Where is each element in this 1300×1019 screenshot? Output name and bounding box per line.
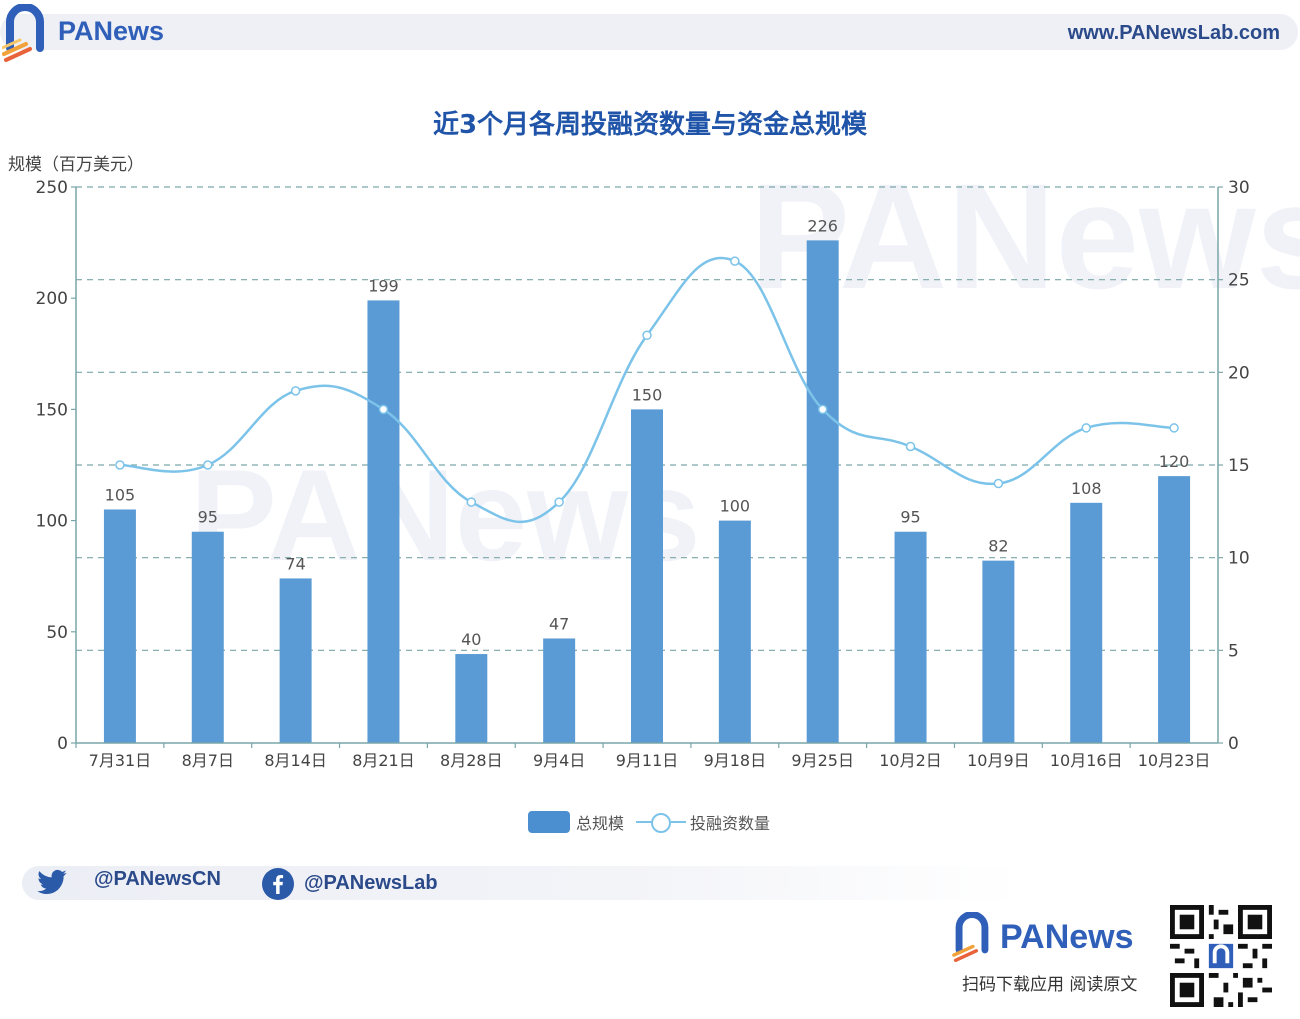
x-tick-label: 8月7日 (182, 751, 234, 770)
bar-value-label: 82 (988, 537, 1008, 556)
bar[interactable] (191, 531, 224, 743)
line-point[interactable] (730, 256, 740, 266)
y2-tick-label: 5 (1228, 641, 1239, 661)
line-point[interactable] (817, 404, 828, 415)
y-tick-label: 0 (57, 734, 68, 754)
line-point[interactable] (378, 404, 389, 415)
y-tick-label: 50 (46, 623, 68, 643)
bar[interactable] (279, 578, 312, 743)
legend-bar-swatch[interactable] (528, 811, 570, 833)
bar-value-label: 95 (900, 508, 920, 527)
line-point[interactable] (466, 497, 477, 507)
bar-value-label: 100 (720, 497, 751, 516)
line-point[interactable] (554, 497, 564, 507)
bar-value-label: 150 (632, 385, 663, 404)
bar-value-label: 108 (1071, 479, 1102, 498)
bar-value-label: 226 (807, 216, 838, 235)
bar-value-label: 120 (1159, 452, 1190, 471)
x-tick-label: 9月18日 (704, 751, 767, 770)
x-tick-label: 8月28日 (440, 751, 503, 770)
x-tick-label: 10月23日 (1138, 751, 1211, 770)
chart-title: 近3个月各周投融资数量与资金总规模 (432, 110, 868, 140)
x-tick-label: 10月9日 (967, 751, 1030, 770)
x-tick-label: 9月11日 (616, 751, 679, 770)
panews-logo-icon (952, 912, 989, 962)
bar[interactable] (631, 409, 663, 743)
line-point[interactable] (993, 478, 1004, 489)
legend-line-swatch[interactable] (636, 811, 687, 833)
x-tick-label: 9月25日 (791, 751, 854, 770)
site-url-link[interactable]: www.PANewsLab.com (1067, 22, 1280, 44)
line-point[interactable] (1169, 423, 1179, 433)
y2-tick-label: 10 (1228, 549, 1250, 569)
y-tick-label: 100 (36, 512, 68, 532)
facebook-icon[interactable] (262, 868, 294, 900)
qr-code-icon[interactable] (1170, 905, 1272, 1007)
header-brand: PANews (58, 16, 165, 46)
y-tick-label: 250 (36, 178, 68, 198)
bar-value-label: 47 (549, 614, 569, 633)
x-tick-label: 8月21日 (352, 751, 415, 770)
footer-brand: PANews (1000, 918, 1134, 956)
chart-legend: 总规模 投融资数量 (528, 810, 782, 834)
footer-caption: 扫码下载应用 阅读原文 (962, 975, 1138, 995)
bar[interactable] (1158, 476, 1191, 743)
bar[interactable] (367, 300, 400, 743)
bar[interactable] (806, 240, 839, 743)
line-point[interactable] (290, 386, 301, 396)
x-tick-label: 10月2日 (879, 751, 942, 770)
x-tick-label: 10月16日 (1050, 751, 1123, 770)
x-tick-label: 8月14日 (264, 751, 327, 770)
legend-label-total[interactable]: 总规模 (576, 814, 625, 833)
bar[interactable] (1070, 502, 1103, 743)
y-tick-label: 200 (36, 289, 68, 309)
y2-tick-label: 0 (1228, 734, 1239, 754)
social-bar (22, 866, 1022, 900)
line-point[interactable] (115, 460, 125, 470)
x-tick-label: 9月4日 (533, 751, 585, 770)
bar-value-label: 105 (105, 485, 136, 504)
bar[interactable] (455, 654, 488, 743)
twitter-bird-icon[interactable] (36, 866, 68, 898)
y2-tick-label: 25 (1228, 271, 1250, 291)
bar-value-label: 74 (285, 554, 305, 573)
y2-tick-label: 20 (1228, 363, 1250, 383)
bar[interactable] (894, 531, 927, 743)
x-tick-label: 7月31日 (89, 751, 152, 770)
bar[interactable] (982, 560, 1015, 743)
legend-label-count[interactable]: 投融资数量 (690, 814, 771, 833)
bar[interactable] (543, 638, 576, 743)
bar-value-label: 95 (198, 508, 218, 527)
y2-tick-label: 30 (1228, 178, 1250, 198)
line-point[interactable] (905, 441, 916, 452)
y-tick-label: 150 (36, 400, 68, 420)
bar[interactable] (718, 520, 751, 743)
line-point[interactable] (203, 460, 213, 470)
facebook-handle[interactable]: @PANewsLab (304, 872, 438, 894)
y2-tick-label: 15 (1228, 456, 1250, 476)
bar[interactable] (103, 509, 136, 743)
header-bar (0, 14, 1298, 50)
bar-value-label: 40 (461, 630, 481, 649)
panews-logo-icon (2, 4, 44, 62)
line-point[interactable] (1081, 423, 1091, 433)
y-axis-label: 规模（百万美元） (8, 155, 144, 175)
twitter-handle[interactable]: @PANewsCN (94, 868, 221, 890)
bar-value-label: 199 (368, 276, 399, 295)
line-point[interactable] (642, 330, 652, 341)
